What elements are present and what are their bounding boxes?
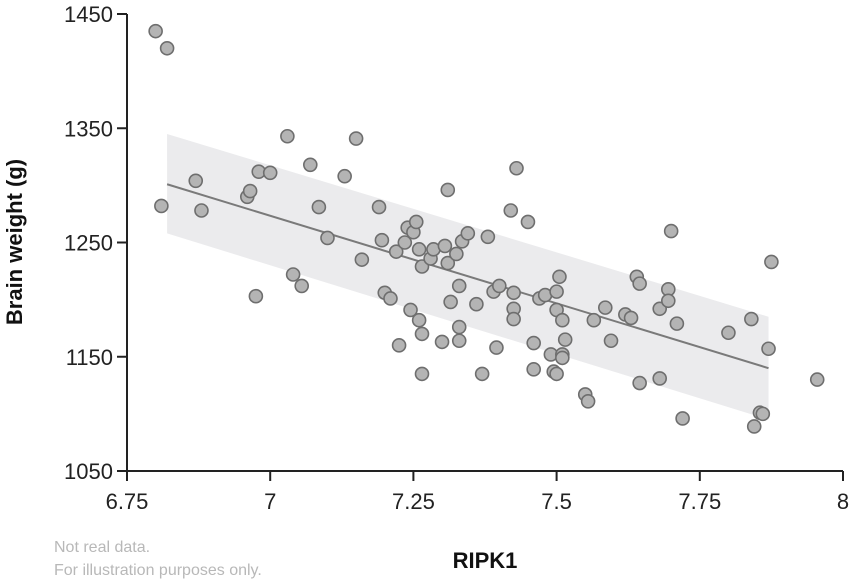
data-point	[242, 183, 258, 199]
data-point	[337, 168, 352, 184]
data-point	[388, 244, 404, 259]
data-point	[159, 40, 175, 56]
data-point	[449, 246, 464, 262]
data-point	[371, 199, 387, 215]
data-point	[761, 341, 776, 357]
data-point	[383, 291, 398, 306]
data-point	[555, 312, 570, 328]
data-point	[549, 366, 564, 382]
data-point	[408, 214, 424, 230]
data-point	[460, 226, 476, 241]
data-point	[555, 350, 570, 366]
data-point	[320, 230, 335, 246]
data-point	[557, 332, 573, 347]
data-point	[411, 312, 427, 328]
data-point	[480, 229, 496, 245]
data-point	[440, 255, 456, 271]
y-tick-label: 1050	[64, 459, 113, 484]
data-point	[520, 214, 536, 230]
y-axis-ticks: 1450 1350 1250 1150 1050	[64, 2, 127, 484]
y-tick-label: 1350	[64, 116, 113, 141]
data-point	[148, 23, 163, 39]
data-point	[434, 334, 450, 350]
data-point	[391, 338, 407, 353]
data-point	[764, 254, 779, 270]
data-point	[397, 235, 413, 250]
y-tick-label: 1150	[66, 345, 113, 370]
data-point	[302, 157, 318, 173]
data-point	[451, 333, 467, 349]
data-point	[194, 203, 209, 218]
disclaimer-line-1: Not real data.	[54, 539, 151, 556]
x-tick-label: 7.5	[541, 489, 572, 514]
data-point	[188, 173, 204, 189]
data-point	[489, 340, 504, 355]
data-point	[154, 198, 169, 214]
data-point	[744, 311, 759, 327]
data-point	[632, 276, 647, 291]
data-point	[549, 284, 564, 299]
x-tick-label: 7.75	[678, 489, 721, 514]
data-point	[411, 242, 427, 257]
regression-line	[166, 183, 769, 370]
data-point	[262, 165, 278, 181]
data-point	[603, 333, 619, 349]
data-point	[509, 160, 524, 176]
data-point	[451, 278, 467, 294]
data-point	[586, 312, 602, 328]
data-point	[451, 319, 467, 335]
data-points	[148, 23, 825, 434]
data-point	[652, 371, 668, 386]
data-point	[374, 232, 390, 248]
data-point	[809, 372, 825, 387]
x-axis-title: RIPK1	[453, 548, 518, 573]
data-point	[755, 406, 771, 422]
x-axis-ticks: 6.75 7 7.25 7.5 7.75 8	[106, 471, 849, 514]
x-tick-label: 7	[264, 489, 276, 514]
data-point	[669, 316, 685, 331]
x-tick-label: 7.25	[392, 489, 435, 514]
data-point	[526, 362, 541, 377]
data-point	[469, 296, 484, 312]
data-point	[440, 182, 456, 198]
data-point	[354, 252, 370, 267]
data-point	[663, 223, 679, 239]
x-tick-label: 6.75	[106, 489, 149, 514]
data-point	[506, 285, 521, 301]
data-point	[414, 326, 430, 342]
y-tick-label: 1450	[64, 2, 113, 27]
data-point	[311, 199, 327, 215]
disclaimer-line-2: For illustration purposes only.	[54, 562, 262, 579]
data-point	[474, 366, 490, 382]
data-point	[526, 335, 541, 351]
data-point	[506, 311, 521, 327]
data-point	[623, 310, 639, 326]
data-point	[580, 394, 596, 409]
data-point	[414, 366, 430, 382]
data-point	[746, 419, 762, 434]
data-point	[443, 294, 458, 310]
data-point	[280, 128, 295, 144]
data-point	[348, 131, 364, 146]
data-point	[492, 278, 507, 294]
data-point	[675, 411, 690, 426]
data-point	[403, 302, 418, 318]
data-point	[248, 288, 264, 304]
data-point	[597, 300, 613, 315]
data-point	[285, 267, 301, 282]
y-axis-title: Brain weight (g)	[2, 159, 27, 325]
data-point	[437, 238, 453, 254]
data-point	[503, 203, 519, 218]
data-point	[721, 325, 736, 341]
data-point	[632, 375, 647, 391]
data-point	[660, 293, 676, 309]
y-tick-label: 1250	[64, 231, 113, 256]
x-tick-label: 8	[837, 489, 849, 514]
data-point	[294, 278, 310, 294]
data-point	[552, 269, 567, 285]
